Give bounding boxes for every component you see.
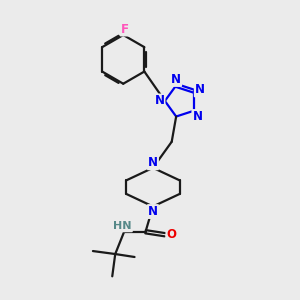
Text: N: N	[171, 73, 181, 86]
Text: HN: HN	[113, 221, 132, 231]
Text: N: N	[148, 205, 158, 218]
Text: F: F	[121, 22, 129, 35]
Text: N: N	[195, 83, 205, 96]
Text: N: N	[148, 156, 158, 169]
Text: N: N	[192, 110, 203, 123]
Text: N: N	[154, 94, 164, 107]
Text: O: O	[167, 228, 176, 241]
